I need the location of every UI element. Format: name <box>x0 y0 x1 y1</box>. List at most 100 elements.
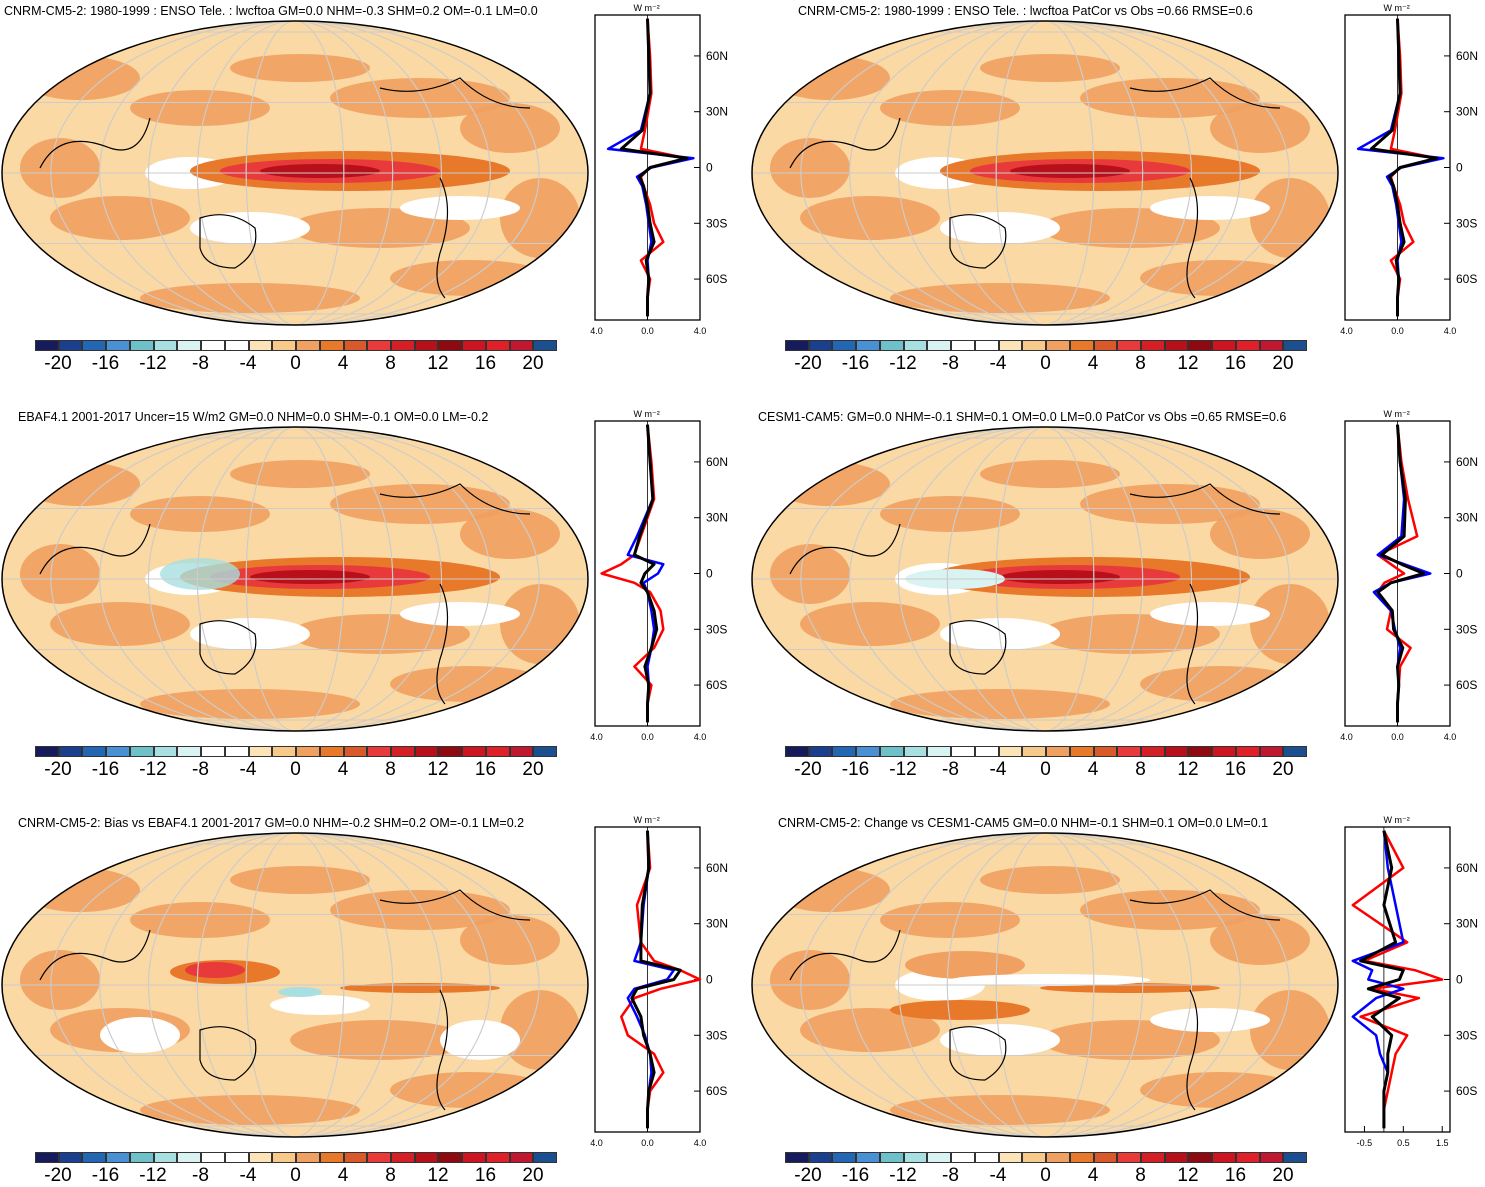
colorbar-label: 0 <box>290 759 301 780</box>
lat-tick-label: 60N <box>706 861 728 875</box>
lat-tick-label: 0 <box>1456 973 1463 987</box>
anomaly-region <box>140 1095 360 1125</box>
lat-tick-label: 60S <box>1456 1084 1477 1098</box>
colorbar-swatch <box>785 340 809 351</box>
lat-tick-label: 60S <box>706 1084 727 1098</box>
map-plot <box>1 426 589 732</box>
anomaly-region <box>800 602 940 646</box>
colorbar-swatch <box>414 746 439 757</box>
colorbar-swatch <box>533 340 558 351</box>
colorbar-label: -4 <box>239 1165 257 1186</box>
colorbar-swatch <box>998 340 1023 351</box>
colorbar-label: 0 <box>290 1165 301 1186</box>
colorbar-swatch <box>832 746 857 757</box>
colorbar-label: -12 <box>889 759 917 780</box>
colorbar-swatch <box>856 340 880 351</box>
anomaly-region <box>20 868 140 912</box>
colorbar-swatch <box>903 1152 928 1163</box>
colorbar-label: 16 <box>474 353 497 374</box>
colorbar-swatch <box>177 746 202 757</box>
zonal-line-black <box>1376 424 1426 723</box>
colorbar-swatch <box>1022 340 1047 351</box>
colorbar-label: 20 <box>1272 353 1294 374</box>
anomaly-region <box>1080 484 1260 524</box>
colorbar-label: 20 <box>522 353 544 374</box>
colorbar-swatch <box>106 340 130 351</box>
colorbar-swatch <box>391 1152 415 1163</box>
colorbar <box>785 746 1308 757</box>
colorbar-swatch <box>879 746 904 757</box>
colorbar-swatch <box>1046 746 1070 757</box>
zonal-line-black <box>619 18 689 317</box>
colorbar-label: -12 <box>139 1165 167 1186</box>
zonal-line-black <box>632 424 659 723</box>
lat-tick-label: 30N <box>706 105 728 119</box>
lat-tick-label: 60N <box>706 455 728 469</box>
anomaly-region <box>20 950 100 1010</box>
zonal-mean-plot: W m⁻² 60N 30N 0 30S 60S -4.0 0.0 4.0 <box>590 409 728 742</box>
anomaly-region <box>330 78 510 118</box>
zonal-mean-plot: W m⁻² 60N 30N 0 30S 60S -4.0 0.0 4.0 <box>1340 409 1478 742</box>
colorbar-swatch <box>296 1152 320 1163</box>
colorbar-swatch <box>1212 1152 1236 1163</box>
lat-tick-label: 60S <box>1456 678 1477 692</box>
colorbar-swatch <box>462 1152 486 1163</box>
anomaly-region <box>1140 1072 1300 1108</box>
anomaly-region <box>500 584 580 664</box>
anomaly-region <box>50 196 190 240</box>
colorbar-label: -20 <box>44 759 72 780</box>
colorbar-swatch <box>462 340 486 351</box>
colorbar-label: -12 <box>889 353 917 374</box>
colorbar-swatch <box>1141 1152 1165 1163</box>
colorbar-label: 8 <box>1135 1165 1146 1186</box>
anomaly-region <box>1250 178 1330 258</box>
colorbar-swatch <box>509 340 534 351</box>
colorbar-label: -8 <box>942 1165 959 1186</box>
anomaly-region <box>980 866 1120 894</box>
zonal-x-tick-label: 4.0 <box>1444 732 1457 742</box>
colorbar-swatch <box>1117 746 1142 757</box>
lat-tick-label: 30N <box>1456 917 1478 931</box>
anomaly-region <box>230 460 370 488</box>
colorbar-swatch <box>296 746 320 757</box>
colorbar-label: 20 <box>522 1165 544 1186</box>
colorbar-swatch <box>832 1152 857 1163</box>
colorbar-swatch <box>153 746 178 757</box>
colorbar-label: 4 <box>337 1165 349 1186</box>
anomaly-region <box>1250 584 1330 664</box>
colorbar-swatch <box>367 340 392 351</box>
colorbar-label: -20 <box>44 1165 72 1186</box>
map-plot <box>751 20 1339 326</box>
colorbar-swatch <box>1188 340 1213 351</box>
colorbar-label: -8 <box>942 759 959 780</box>
colorbar-swatch <box>951 1152 975 1163</box>
colorbar-swatch <box>785 746 809 757</box>
colorbar-swatch <box>414 340 439 351</box>
colorbar-swatch <box>1093 1152 1118 1163</box>
colorbar-label: 0 <box>290 353 301 374</box>
colorbar-swatch <box>974 1152 999 1163</box>
zonal-unit-label: W m⁻² <box>1384 409 1410 419</box>
colorbar-swatch <box>485 746 510 757</box>
colorbar-swatch <box>82 746 107 757</box>
colorbar-label: -12 <box>139 353 167 374</box>
panel-title: CESM1-CAM5: GM=0.0 NHM=-0.1 SHM=0.1 OM=0… <box>758 410 1287 424</box>
anomaly-region <box>770 544 850 604</box>
anomaly-region <box>140 283 360 313</box>
zonal-line-red <box>1351 830 1444 1129</box>
zonal-line-red <box>600 424 665 723</box>
colorbar-swatch <box>509 1152 534 1163</box>
colorbar-label: 0 <box>1040 1165 1051 1186</box>
colorbar-label: 4 <box>1087 1165 1099 1186</box>
colorbar-swatch <box>58 1152 83 1163</box>
colorbar <box>35 1152 558 1163</box>
colorbar-swatch <box>879 1152 904 1163</box>
anomaly-region <box>330 890 510 930</box>
zonal-x-tick-label: -4.0 <box>590 732 603 742</box>
colorbar-swatch <box>201 340 225 351</box>
colorbar-label: 12 <box>427 759 449 780</box>
zonal-mean-plot: W m⁻² 60N 30N 0 30S 60S -4.0 0.0 4.0 <box>590 815 728 1148</box>
colorbar-swatch <box>153 1152 178 1163</box>
anomaly-region <box>390 1072 550 1108</box>
colorbar-swatch <box>1235 746 1260 757</box>
